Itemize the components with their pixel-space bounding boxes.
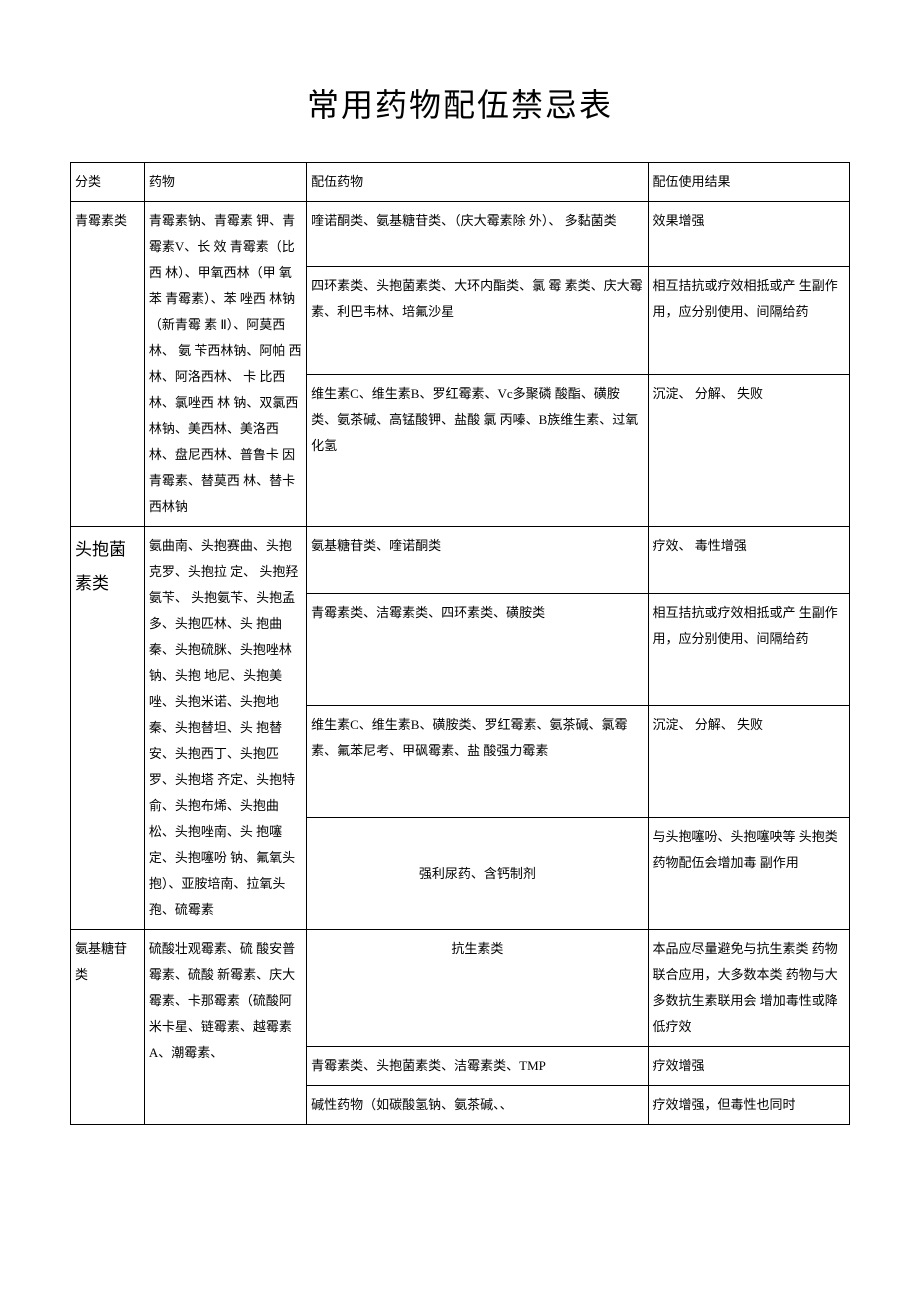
cell-result: 相互拮抗或疗效相抵或产 生副作用，应分别使用、间隔给药 [648, 267, 850, 375]
header-combo: 配伍药物 [307, 163, 648, 202]
cell-category: 头抱菌素类 [71, 527, 145, 930]
cell-result: 与头抱噻吩、头抱噻咉等 头抱类药物配伍会增加毒 副作用 [648, 818, 850, 930]
cell-combo: 氨基糖苷类、喹诺酮类 [307, 527, 648, 594]
cell-category: 氨基糖苷 类 [71, 930, 145, 1125]
header-drug: 药物 [144, 163, 306, 202]
cell-drug: 氨曲南、头抱赛曲、头抱克罗、头抱拉 定、 头抱羟氨苄、 头抱氨苄、头抱孟 多、头… [144, 527, 306, 930]
table-row: 氨基糖苷 类 硫酸壮观霉素、硫 酸安普霉素、硫酸 新霉素、庆大霉素、卡那霉素（硫… [71, 930, 850, 1047]
header-result: 配伍使用结果 [648, 163, 850, 202]
cell-combo: 抗生素类 [307, 930, 648, 1047]
cell-result: 沉淀、 分解、 失败 [648, 706, 850, 818]
cell-result: 疗效、 毒性增强 [648, 527, 850, 594]
cell-result: 相互拮抗或疗效相抵或产 生副作用，应分别使用、间隔给药 [648, 594, 850, 706]
cell-drug: 硫酸壮观霉素、硫 酸安普霉素、硫酸 新霉素、庆大霉素、卡那霉素（硫酸阿 米卡星、… [144, 930, 306, 1125]
cell-combo: 碱性药物（如碳酸氢钠、氨茶碱、、 [307, 1086, 648, 1125]
page-title: 常用药物配伍禁忌表 [70, 80, 850, 126]
cell-result: 疗效增强，但毒性也同时 [648, 1086, 850, 1125]
cell-combo: 维生素C、维生素B、罗红霉素、Vc多聚磷 酸酯、磺胺类、氨茶碱、高锰酸钾、盐酸 … [307, 375, 648, 527]
drug-table: 分类 药物 配伍药物 配伍使用结果 青霉素类 青霉素钠、青霉素 钾、青霉素V、长… [70, 162, 850, 1125]
cell-result: 疗效增强 [648, 1047, 850, 1086]
cell-combo: 维生素C、维生素B、磺胺类、罗红霉素、氨茶碱、氯霉素、氟苯尼考、甲砜霉素、盐 酸… [307, 706, 648, 818]
cell-result: 效果增强 [648, 202, 850, 267]
cell-combo: 强利尿药、含钙制剂 [307, 818, 648, 930]
cell-combo: 青霉素类、洁霉素类、四环素类、磺胺类 [307, 594, 648, 706]
cell-result: 本品应尽量避免与抗生素类 药物联合应用，大多数本类 药物与大多数抗生素联用会 增… [648, 930, 850, 1047]
cell-combo: 四环素类、头抱菌素类、大环内酯类、氯 霉 素类、庆大霉素、利巴韦林、培氟沙星 [307, 267, 648, 375]
table-row: 青霉素类 青霉素钠、青霉素 钾、青霉素V、长 效 青霉素（比西 林）、甲氧西林（… [71, 202, 850, 267]
header-row: 分类 药物 配伍药物 配伍使用结果 [71, 163, 850, 202]
cell-drug: 青霉素钠、青霉素 钾、青霉素V、长 效 青霉素（比西 林）、甲氧西林（甲 氧苯 … [144, 202, 306, 527]
cell-combo: 喹诺酮类、氨基糖苷类、（庆大霉素除 外）、 多黏菌类 [307, 202, 648, 267]
header-category: 分类 [71, 163, 145, 202]
table-row: 头抱菌素类 氨曲南、头抱赛曲、头抱克罗、头抱拉 定、 头抱羟氨苄、 头抱氨苄、头… [71, 527, 850, 594]
cell-category: 青霉素类 [71, 202, 145, 527]
cell-combo: 青霉素类、头抱菌素类、洁霉素类、TMP [307, 1047, 648, 1086]
cell-result: 沉淀、 分解、 失败 [648, 375, 850, 527]
